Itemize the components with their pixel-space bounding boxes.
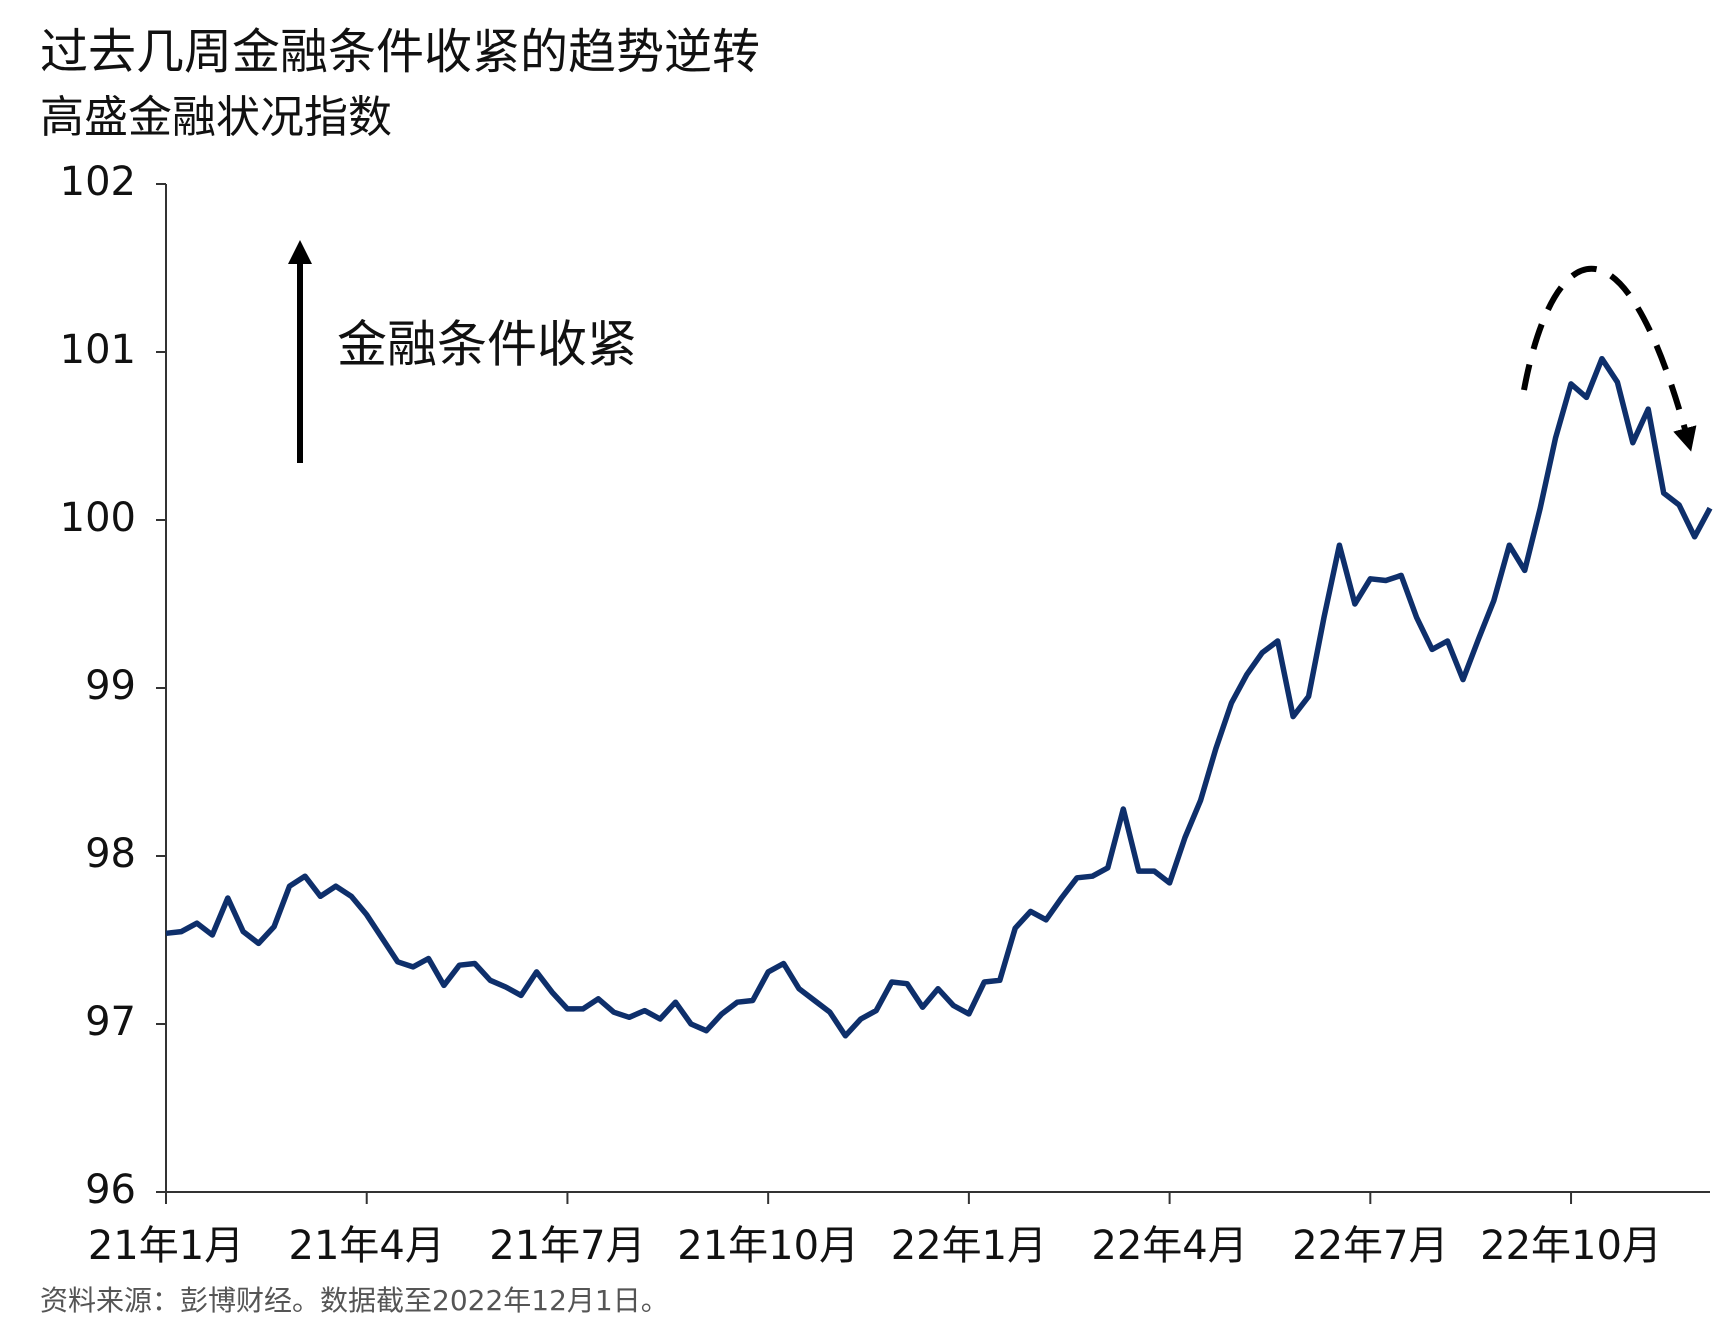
chart-subtitle: 高盛金融状况指数 <box>40 92 392 143</box>
y-tick-label: 97 <box>85 999 136 1045</box>
y-tick-label: 101 <box>60 327 136 373</box>
y-tick-label: 98 <box>85 831 136 877</box>
x-tick-label: 21年10月 <box>677 1223 859 1269</box>
dashed-arrow <box>1521 265 1697 452</box>
annotation: 金融条件收紧 <box>337 316 637 374</box>
line <box>165 355 1713 1039</box>
chart-title: 过去几周金融条件收紧的趋势逆转 <box>40 24 760 80</box>
x-tick-label: 21年1月 <box>88 1223 244 1269</box>
y-tick-label: 100 <box>60 495 136 541</box>
x-tick-label: 22年10月 <box>1480 1223 1662 1269</box>
y-tick-label: 102 <box>60 159 136 205</box>
source-note: 资料来源：彭博财经。数据截至2022年12月1日。 <box>40 1284 669 1317</box>
x-tick-label: 22年1月 <box>891 1223 1047 1269</box>
x-tick-label: 21年7月 <box>489 1223 645 1269</box>
x-tick-label: 22年4月 <box>1091 1223 1247 1269</box>
x-tick-label: 21年4月 <box>289 1223 445 1269</box>
x-tick-label: 22年7月 <box>1292 1223 1448 1269</box>
y-tick-label: 96 <box>85 1167 136 1213</box>
y-tick-label: 99 <box>85 663 136 709</box>
